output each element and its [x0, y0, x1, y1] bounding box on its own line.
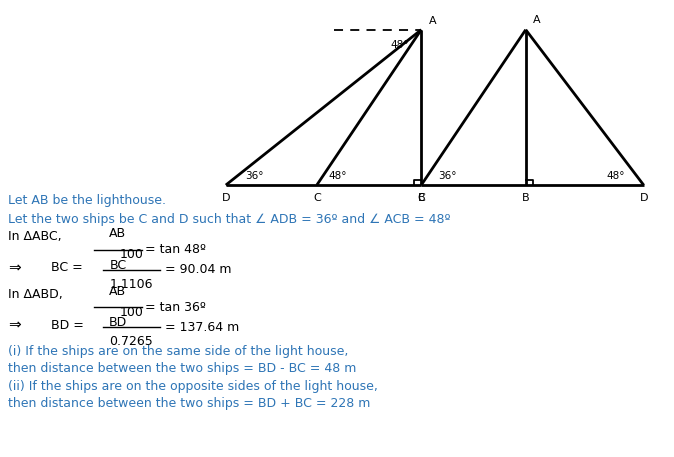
Text: B: B — [417, 193, 425, 203]
Text: BC =: BC = — [51, 261, 86, 274]
Text: B: B — [522, 193, 530, 203]
Text: D: D — [222, 193, 230, 203]
Text: (ii) If the ships are on the opposite sides of the light house,: (ii) If the ships are on the opposite si… — [8, 380, 378, 393]
Text: C: C — [417, 193, 425, 203]
Text: C: C — [313, 193, 321, 203]
Text: 36°: 36° — [245, 170, 263, 181]
Text: ⇒: ⇒ — [8, 260, 21, 275]
Text: = tan 48º: = tan 48º — [145, 243, 206, 256]
Text: D: D — [640, 193, 648, 203]
Text: = 137.64 m: = 137.64 m — [165, 321, 239, 334]
Text: 0.7265: 0.7265 — [110, 335, 153, 348]
Text: AB: AB — [109, 228, 127, 240]
Text: BC: BC — [109, 259, 127, 271]
Text: = 90.04 m: = 90.04 m — [165, 263, 232, 276]
Text: BD =: BD = — [51, 319, 88, 332]
Text: 48°: 48° — [607, 170, 625, 181]
Text: 1.1106: 1.1106 — [110, 278, 153, 291]
Text: then distance between the two ships = BD + BC = 228 m: then distance between the two ships = BD… — [8, 397, 371, 409]
Text: A: A — [532, 15, 540, 25]
Text: then distance between the two ships = BD - BC = 48 m: then distance between the two ships = BD… — [8, 362, 357, 375]
Text: AB: AB — [109, 285, 127, 298]
Text: Let AB be the lighthouse.: Let AB be the lighthouse. — [8, 194, 166, 207]
Text: In ΔABD,: In ΔABD, — [8, 288, 63, 301]
Text: In ΔABC,: In ΔABC, — [8, 230, 62, 243]
Text: BD: BD — [109, 316, 127, 329]
Text: 100: 100 — [119, 249, 144, 261]
Text: 48°: 48° — [391, 40, 409, 50]
Text: A: A — [429, 16, 437, 26]
Text: ⇒: ⇒ — [8, 318, 21, 333]
Text: (i) If the ships are on the same side of the light house,: (i) If the ships are on the same side of… — [8, 345, 348, 358]
Text: Let the two ships be C and D such that ∠ ADB = 36º and ∠ ACB = 48º: Let the two ships be C and D such that ∠… — [8, 213, 451, 225]
Text: 48°: 48° — [329, 170, 347, 181]
Text: 36°: 36° — [438, 170, 456, 181]
Text: = tan 36º: = tan 36º — [145, 301, 206, 314]
Text: 100: 100 — [119, 306, 144, 319]
